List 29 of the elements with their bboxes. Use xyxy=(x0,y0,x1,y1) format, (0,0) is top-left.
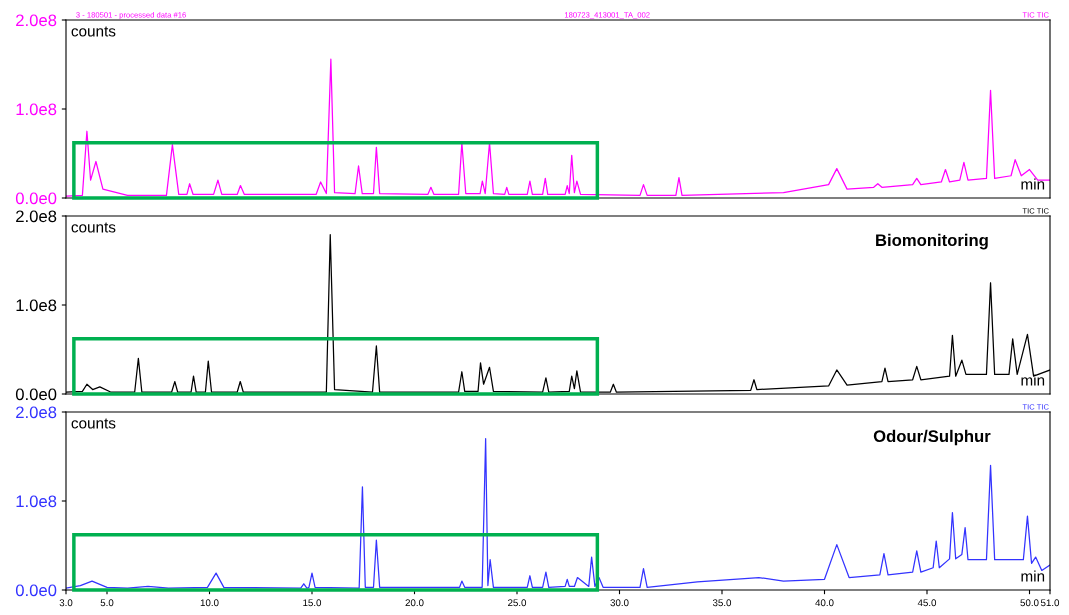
x-tick-label: 5.0 xyxy=(100,599,114,607)
y-axis-title: counts xyxy=(71,222,116,233)
x-tick-label: 45.0 xyxy=(917,599,937,607)
x-axis-title: min xyxy=(1021,374,1045,386)
x-tick-label: 3.0 xyxy=(59,599,73,607)
y-tick-label: 2.0e8 xyxy=(16,210,57,223)
text: Odour/Sulphur xyxy=(873,429,991,446)
x-tick-label: 30.0 xyxy=(610,599,629,607)
y-tick-label: 1.0e8 xyxy=(16,299,57,312)
x-tick-label: 50.0 xyxy=(1020,599,1039,607)
y-tick-label: 0.0e0 xyxy=(15,192,57,205)
x-tick-label: 40.0 xyxy=(815,599,834,607)
x-tick-label: 25.0 xyxy=(508,599,527,607)
x-tick-label: 51.0 xyxy=(1040,599,1060,607)
x-axis-title: min xyxy=(1021,178,1045,190)
x-tick-label: 20.0 xyxy=(405,599,424,607)
y-tick-label: 0.0e0 xyxy=(15,584,57,597)
y-tick-label: 1.0e8 xyxy=(16,495,57,508)
text: Biomonitoring xyxy=(876,233,988,250)
y-tick-label: 0.0e0 xyxy=(15,388,57,401)
x-tick-label: 10.0 xyxy=(200,599,219,607)
x-tick-label: 15.0 xyxy=(303,599,322,607)
y-axis-title: counts xyxy=(71,418,116,429)
y-tick-label: 2.0e8 xyxy=(16,406,57,419)
y-axis-title: counts xyxy=(71,26,116,37)
y-tick-label: 1.0e8 xyxy=(16,103,57,116)
x-tick-label: 35.0 xyxy=(712,599,732,607)
y-tick-label: 2.0e8 xyxy=(16,14,57,27)
x-axis-title: min xyxy=(1021,570,1045,582)
